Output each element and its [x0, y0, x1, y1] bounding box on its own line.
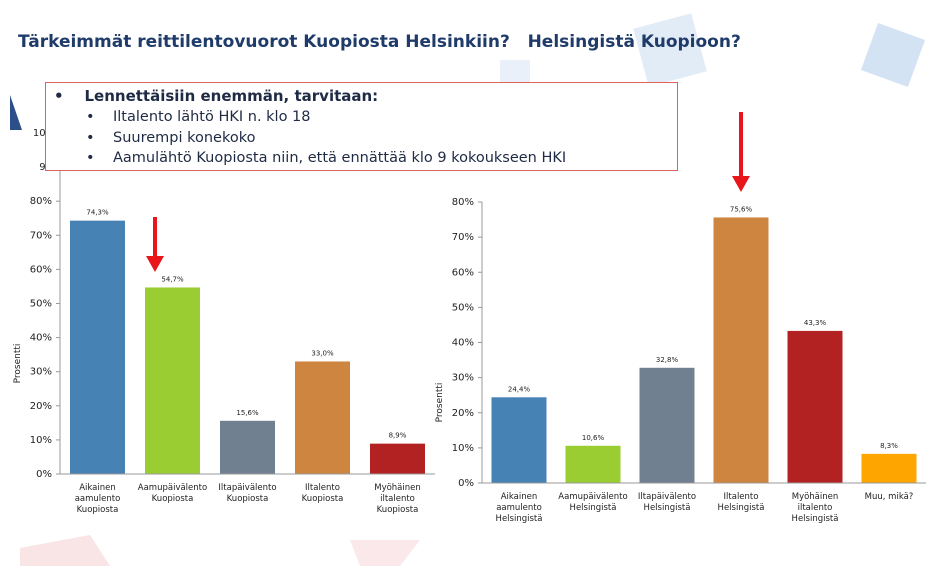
callout-item-text: Iltalento lähtö HKI n. klo 18 — [113, 109, 311, 125]
y-tick-label: 40% — [452, 338, 474, 349]
deco-shape — [10, 95, 22, 130]
callout-item: • Iltalento lähtö HKI n. klo 18 — [86, 109, 311, 125]
bar — [295, 361, 350, 474]
value-label: 8,9% — [389, 432, 407, 440]
slide-title: Tärkeimmät reittilentovuorot Kuopiosta H… — [18, 32, 741, 52]
y-tick-label: 0% — [36, 469, 52, 480]
x-tick-label: Aikainen aamulento Kuopiosta — [75, 483, 121, 515]
y-tick-label: 10% — [30, 435, 52, 446]
x-tick-label: Myöhäinen iltalento Kuopiosta — [374, 483, 421, 515]
bar — [70, 220, 125, 474]
y-tick-label: 30% — [30, 367, 52, 378]
x-tick-label: Aikainen aamulento Helsingistä — [496, 492, 543, 524]
value-label: 24,4% — [508, 385, 531, 393]
callout: • Lennettäisiin enemmän, tarvitaan: • Il… — [45, 82, 678, 171]
callout-heading-text: Lennettäisiin enemmän, tarvitaan: — [84, 87, 379, 105]
y-tick-label: 70% — [452, 232, 474, 243]
value-label: 32,8% — [656, 356, 679, 364]
deco-square — [860, 22, 926, 88]
y-tick-label: 0% — [458, 478, 474, 489]
bar — [787, 330, 843, 483]
y-axis-title: Prosentti — [13, 344, 23, 384]
value-label: 74,3% — [86, 209, 109, 217]
bar — [145, 287, 200, 474]
x-tick-label: Iltalento Helsingistä — [718, 492, 765, 513]
y-tick-label: 80% — [30, 196, 52, 207]
x-tick-label: Iltapäivälento Helsingistä — [638, 492, 696, 513]
bar — [639, 367, 695, 483]
value-label: 33,0% — [311, 349, 334, 357]
y-axis-title: Prosentti — [435, 383, 445, 423]
deco-square — [633, 13, 707, 87]
y-tick-label: 30% — [452, 373, 474, 384]
y-tick-label: 50% — [452, 302, 474, 313]
value-label: 15,6% — [236, 409, 259, 417]
y-tick-label: 20% — [452, 408, 474, 419]
deco-shape — [350, 540, 420, 566]
bar — [370, 443, 425, 474]
y-tick-label: 70% — [30, 230, 52, 241]
value-label: 10,6% — [582, 434, 605, 442]
value-label: 43,3% — [804, 319, 827, 327]
callout-item: • Aamulähtö Kuopiosta niin, että ennättä… — [86, 150, 567, 166]
callout-item-text: Suurempi konekoko — [113, 129, 256, 146]
value-label: 54,7% — [161, 275, 184, 283]
y-tick-label: 60% — [452, 267, 474, 278]
x-tick-label: Myöhäinen iltalento Helsingistä — [792, 492, 839, 524]
y-tick-label: 40% — [30, 333, 52, 344]
callout-item-text: Aamulähtö Kuopiosta niin, että ennättää … — [113, 150, 567, 166]
x-tick-label: Aamupäivälento Kuopiosta — [138, 483, 207, 504]
value-label: 8,3% — [880, 442, 898, 450]
arrow — [146, 217, 164, 272]
value-label: 75,6% — [730, 205, 753, 213]
x-tick-label: Iltapäivälento Kuopiosta — [218, 483, 276, 504]
arrow — [732, 112, 750, 192]
bar — [220, 420, 275, 474]
y-tick-label: 100 — [33, 128, 52, 139]
y-tick-label: 20% — [30, 401, 52, 412]
bar — [713, 217, 769, 483]
y-tick-label: 10% — [452, 443, 474, 454]
x-tick-label: Iltalento Kuopiosta — [302, 483, 344, 504]
bar — [861, 453, 917, 483]
bar — [491, 397, 547, 483]
x-tick-label: Muu, mikä? — [865, 492, 914, 502]
x-tick-label: Aamupäivälento Helsingistä — [558, 492, 627, 513]
callout-item: • Suurempi konekoko — [86, 129, 256, 146]
deco-shape — [20, 535, 110, 566]
y-tick-label: 80% — [452, 197, 474, 208]
y-tick-label: 60% — [30, 264, 52, 275]
y-tick-label: 50% — [30, 299, 52, 310]
callout-heading: • Lennettäisiin enemmän, tarvitaan: — [54, 87, 379, 105]
bar — [565, 445, 621, 483]
